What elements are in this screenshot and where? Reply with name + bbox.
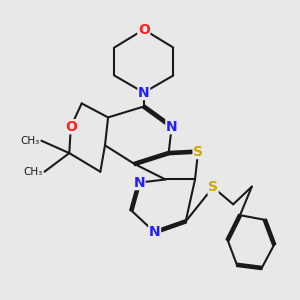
Text: O: O: [65, 120, 77, 134]
Text: S: S: [208, 180, 218, 194]
Text: N: N: [166, 120, 178, 134]
Text: N: N: [138, 85, 150, 100]
Text: N: N: [133, 176, 145, 190]
Text: CH₃: CH₃: [24, 167, 43, 177]
Text: N: N: [149, 225, 161, 239]
Text: S: S: [193, 145, 203, 159]
Text: O: O: [138, 22, 150, 37]
Text: CH₃: CH₃: [21, 136, 40, 146]
